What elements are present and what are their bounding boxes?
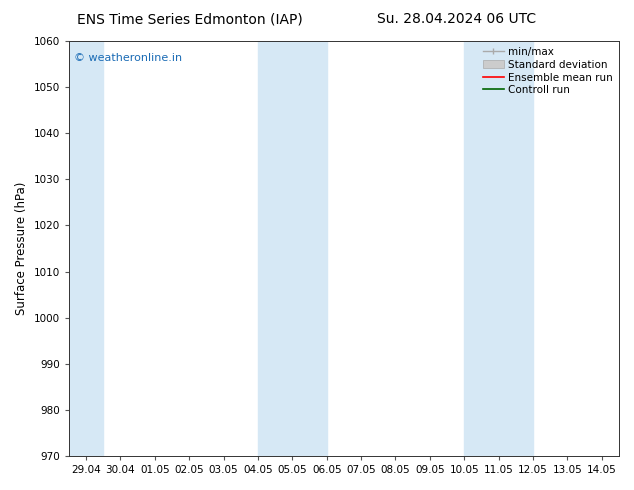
- Bar: [69, 41, 103, 456]
- Bar: [464, 41, 533, 456]
- Legend: min/max, Standard deviation, Ensemble mean run, Controll run: min/max, Standard deviation, Ensemble me…: [480, 44, 616, 98]
- Text: ENS Time Series Edmonton (IAP): ENS Time Series Edmonton (IAP): [77, 12, 303, 26]
- Y-axis label: Surface Pressure (hPa): Surface Pressure (hPa): [15, 182, 28, 315]
- Text: © weatheronline.in: © weatheronline.in: [74, 53, 183, 64]
- Bar: [258, 41, 327, 456]
- Text: Su. 28.04.2024 06 UTC: Su. 28.04.2024 06 UTC: [377, 12, 536, 26]
